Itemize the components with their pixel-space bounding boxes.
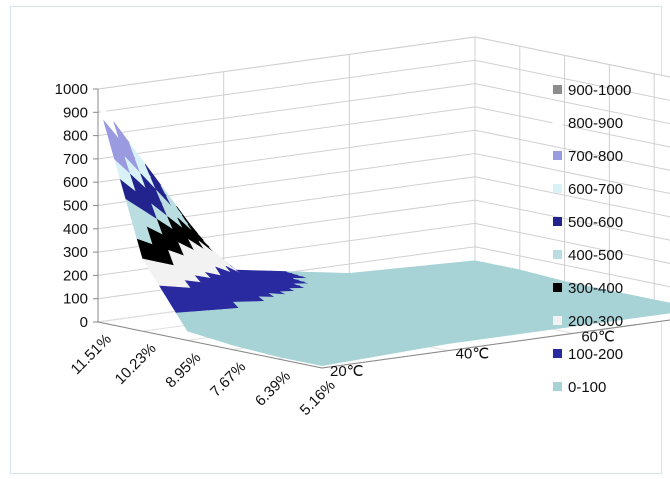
surface-patch <box>649 301 670 306</box>
surface-patch <box>551 324 574 329</box>
z-axis-ticks: 0 100 200 300 400 500 600 700 800 900 1000 <box>55 81 99 331</box>
surface-patch <box>660 305 670 309</box>
legend-label: 0-100 <box>568 379 606 396</box>
y-tick-label: 60℃ <box>581 328 615 345</box>
legend-label: 500-600 <box>568 214 623 231</box>
surface-patch <box>666 306 670 309</box>
y-tick-label: 20℃ <box>330 363 364 380</box>
legend-swatch <box>553 316 562 325</box>
legend-swatch <box>553 349 562 358</box>
legend-label: 800-900 <box>568 115 623 132</box>
legend-label: 100-200 <box>568 346 623 363</box>
x-axis-line <box>97 321 323 369</box>
z-tick-label: 0 <box>80 314 88 331</box>
z-tick-label: 600 <box>63 174 88 191</box>
x-tick-label: 5.16% <box>297 377 339 419</box>
legend-swatch <box>553 151 562 160</box>
legend-swatch <box>553 217 562 226</box>
x-tick-label: 7.67% <box>207 358 249 400</box>
legend-swatch <box>553 250 562 259</box>
legend-swatch <box>553 382 562 391</box>
legend: 900-1000 800-900 700-800 600-700 500-600 400-… <box>552 82 631 396</box>
z-tick-label: 800 <box>63 128 88 145</box>
x-tick-label: 11.51% <box>68 331 115 378</box>
x-tick-label: 10.23% <box>112 340 160 388</box>
z-tick-label: 100 <box>63 291 88 308</box>
x-tick-label: 8.95% <box>162 349 204 391</box>
surface-plot <box>97 100 670 366</box>
surface-patch <box>650 307 670 312</box>
z-tick-label: 200 <box>63 267 88 284</box>
surface-patch <box>661 310 670 314</box>
legend-swatch <box>553 283 562 292</box>
legend-label: 200-300 <box>568 313 623 330</box>
x-tick-label: 6.39% <box>252 368 294 410</box>
z-tick-label: 1000 <box>55 81 88 98</box>
legend-swatch <box>552 117 563 128</box>
z-tick-label: 500 <box>63 198 88 215</box>
y-tick-label: 40℃ <box>456 346 490 363</box>
legend-label: 900-1000 <box>568 82 631 99</box>
z-tick-label: 900 <box>63 104 88 121</box>
z-tick-label: 700 <box>63 151 88 168</box>
z-tick-label: 400 <box>63 221 88 238</box>
legend-swatch <box>553 184 562 193</box>
y-axis-line <box>321 319 670 369</box>
surface-patch <box>426 342 448 347</box>
legend-label: 300-400 <box>568 280 623 297</box>
legend-label: 700-800 <box>568 148 623 165</box>
z-tick-label: 300 <box>63 244 88 261</box>
legend-label: 600-700 <box>568 181 623 198</box>
y-axis-ticks: 20℃40℃60℃80℃ <box>321 319 670 380</box>
legend-swatch <box>553 85 562 94</box>
legend-label: 400-500 <box>568 247 623 264</box>
